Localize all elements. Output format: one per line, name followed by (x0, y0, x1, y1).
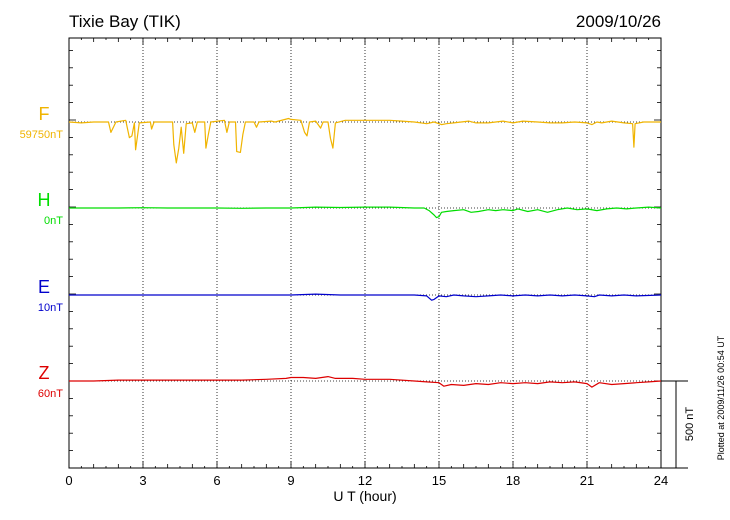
tick-marks (68, 38, 662, 469)
x-tick-label-9: 9 (287, 473, 294, 488)
component-label-E: E (38, 277, 50, 297)
scale-bar: 500 nT (661, 380, 696, 469)
x-tick-label-24: 24 (654, 473, 668, 488)
scale-bar-label: 500 nT (684, 407, 696, 442)
x-tick-label-15: 15 (432, 473, 446, 488)
trace-Z (69, 376, 662, 388)
baseline-value-Z: 60nT (38, 388, 63, 400)
component-label-H: H (38, 190, 51, 210)
x-axis-label: U T (hour) (333, 488, 396, 504)
plot-frame (68, 37, 662, 469)
x-tick-label-3: 3 (139, 473, 146, 488)
trace-lines (68, 117, 662, 388)
x-tick-label-6: 6 (213, 473, 220, 488)
trace-F (68, 117, 661, 164)
vertical-grid (142, 38, 588, 468)
component-labels: F 59750nT H 0nT E 10nT Z 60nT (20, 104, 64, 400)
x-tick-label-21: 21 (580, 473, 594, 488)
component-label-F: F (39, 104, 50, 124)
baseline-value-H: 0nT (44, 215, 63, 227)
plotted-at-note: Plotted at 2009/11/26 00:54 UT (716, 335, 726, 460)
x-tick-labels: 0 3 6 9 12 15 18 21 24 (65, 473, 668, 488)
chart-date: 2009/10/26 (576, 12, 661, 31)
chart-title: Tixie Bay (TIK) (69, 12, 181, 31)
trace-H (69, 206, 662, 219)
x-tick-label-18: 18 (506, 473, 520, 488)
trace-E (69, 293, 662, 301)
component-label-Z: Z (39, 363, 50, 383)
baseline-value-F: 59750nT (20, 129, 64, 141)
x-tick-label-12: 12 (358, 473, 372, 488)
baseline-value-E: 10nT (38, 302, 63, 314)
x-tick-label-0: 0 (65, 473, 72, 488)
